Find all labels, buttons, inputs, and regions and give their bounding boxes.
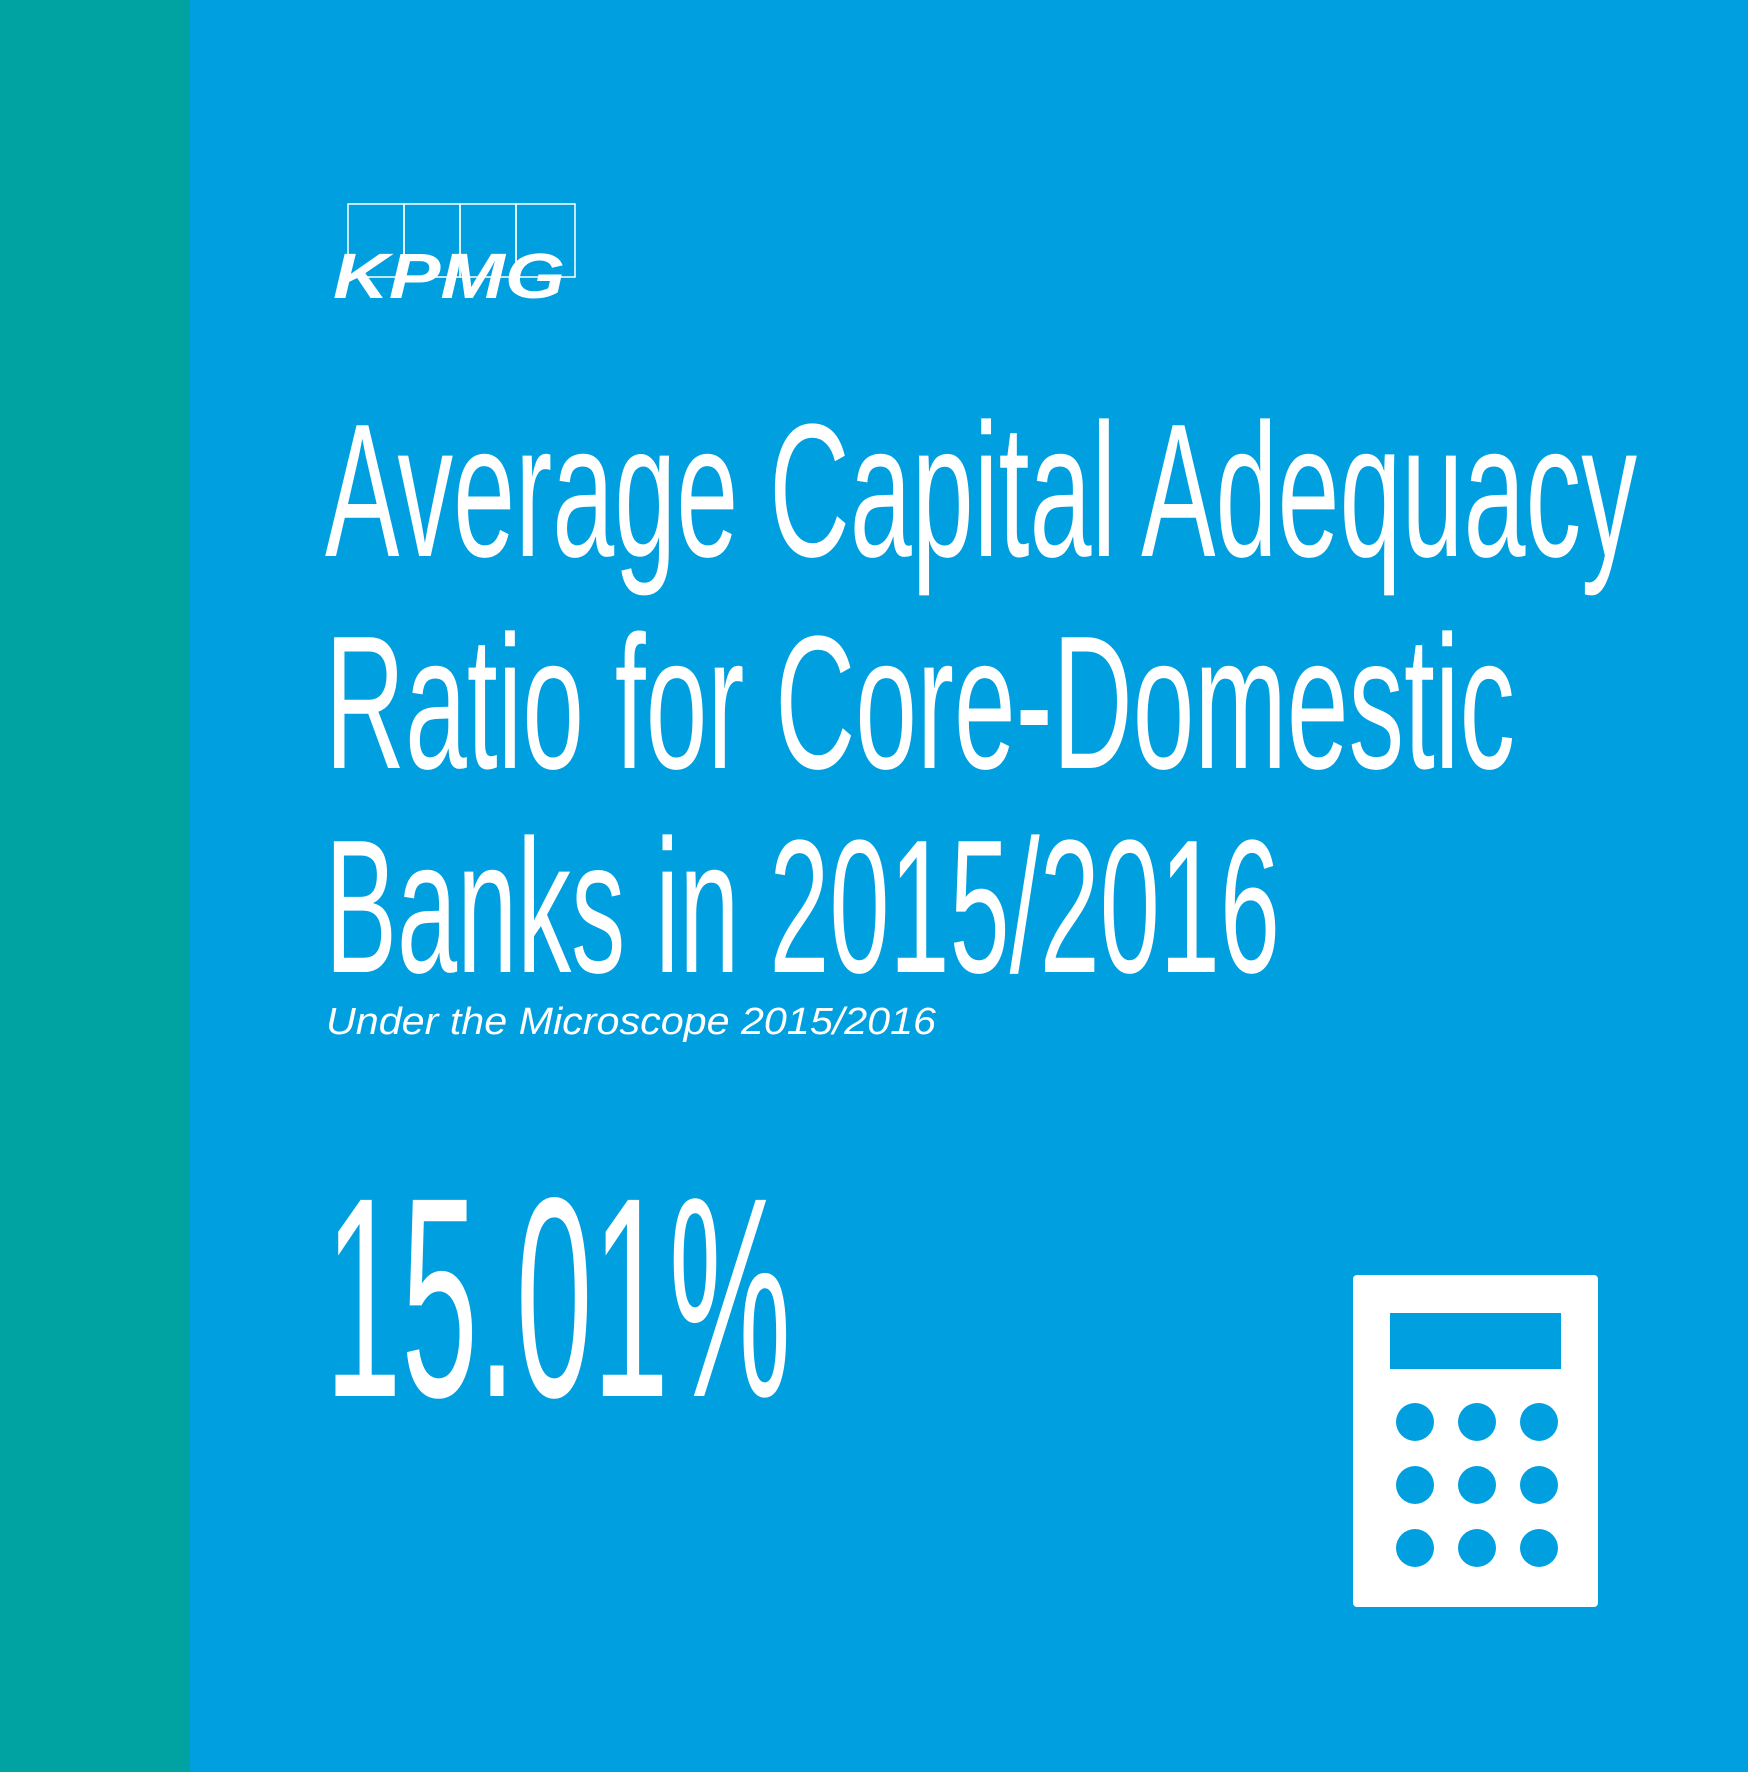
subtitle: Under the Microscope 2015/2016 <box>326 1001 937 1043</box>
calculator-key <box>1396 1529 1434 1567</box>
title-line: Banks in 2015/2016 <box>325 801 1280 1013</box>
title: Average Capital Adequacy Ratio for Core-… <box>325 385 1637 1013</box>
logo: KPMG <box>333 203 576 312</box>
calculator-key <box>1520 1529 1558 1567</box>
calculator-key <box>1396 1466 1434 1504</box>
calculator-key <box>1458 1403 1496 1441</box>
calculator-key <box>1520 1466 1558 1504</box>
logo-box <box>515 203 576 278</box>
calculator-key <box>1396 1403 1434 1441</box>
stat-value: 15.01% <box>325 1139 791 1457</box>
calculator-keys <box>1396 1403 1558 1567</box>
title-line: Average Capital Adequacy <box>325 385 1637 597</box>
logo-boxes <box>347 203 576 278</box>
side-stripe <box>0 0 190 1772</box>
calculator-key <box>1520 1403 1558 1441</box>
logo-text: KPMG <box>333 240 565 312</box>
title-line: Ratio for Core-Domestic <box>325 597 1515 809</box>
calculator-icon <box>1353 1275 1598 1607</box>
calculator-screen <box>1390 1313 1561 1369</box>
calculator-key <box>1458 1529 1496 1567</box>
calculator-key <box>1458 1466 1496 1504</box>
